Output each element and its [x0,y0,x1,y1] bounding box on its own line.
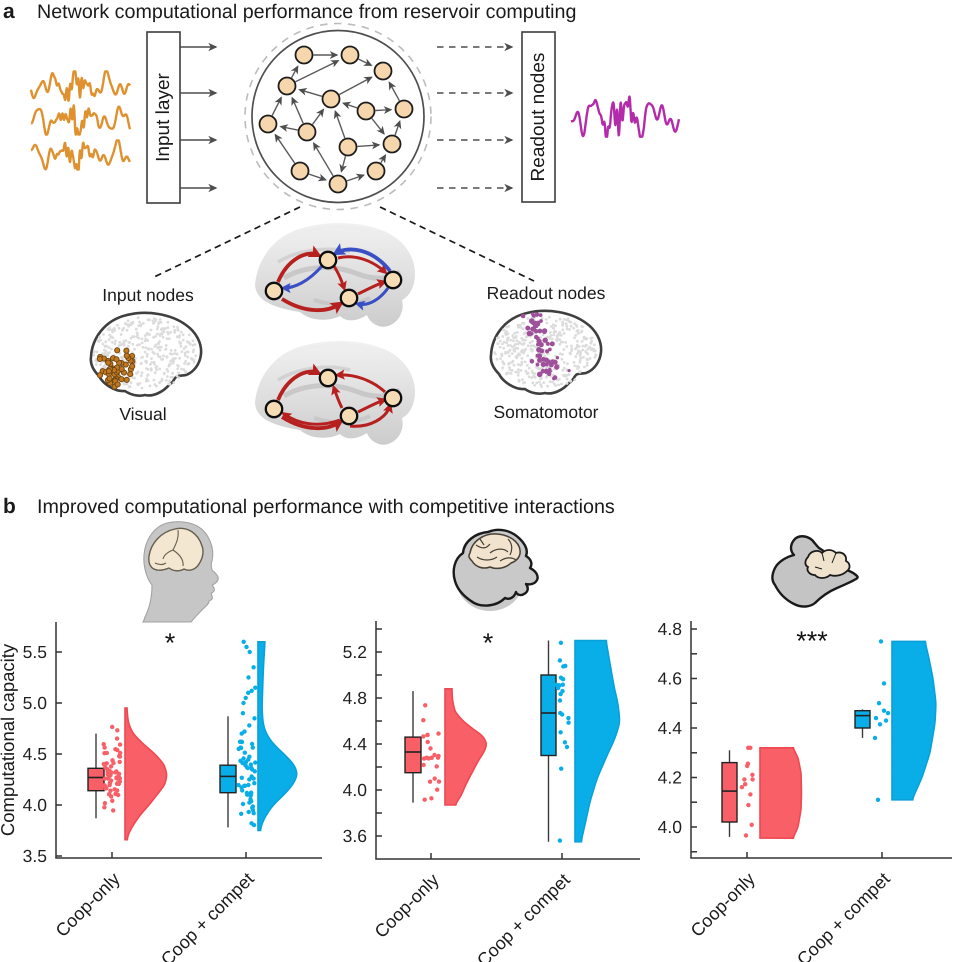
svg-text:Readout nodes: Readout nodes [487,283,606,303]
svg-text:4.4: 4.4 [343,734,368,754]
svg-text:3.5: 3.5 [23,846,47,866]
svg-text:Computational capacity: Computational capacity [0,643,18,836]
svg-text:***: *** [796,626,828,656]
svg-text:4.4: 4.4 [658,718,683,738]
svg-text:Input layer: Input layer [153,72,174,161]
svg-text:5.2: 5.2 [343,642,367,662]
svg-text:Coop + compet: Coop + compet [473,870,574,962]
svg-text:Coop + compet: Coop + compet [793,869,894,962]
svg-text:Coop-only: Coop-only [52,869,124,941]
svg-text:5.0: 5.0 [23,693,48,713]
svg-text:3.6: 3.6 [343,826,367,846]
svg-text:4.0: 4.0 [658,817,683,837]
svg-text:Input nodes: Input nodes [102,285,194,305]
svg-text:4.6: 4.6 [658,669,682,689]
svg-text:4.5: 4.5 [23,744,47,764]
svg-text:Somatomotor: Somatomotor [493,402,598,422]
svg-text:Coop + compet: Coop + compet [157,869,258,962]
svg-text:4.0: 4.0 [23,795,48,815]
svg-text:Network computational performa: Network computational performance from r… [37,1,576,23]
svg-text:*: * [165,628,176,658]
svg-text:Visual: Visual [119,404,166,424]
svg-text:Readout nodes: Readout nodes [528,53,549,182]
svg-text:Coop-only: Coop-only [687,869,759,941]
svg-text:4.2: 4.2 [658,768,682,788]
svg-text:*: * [483,628,494,658]
svg-text:4.8: 4.8 [658,619,682,639]
svg-text:Coop-only: Coop-only [371,870,443,942]
svg-text:5.5: 5.5 [23,642,47,662]
svg-text:4.8: 4.8 [343,688,367,708]
svg-text:Improved computational perform: Improved computational performance with … [37,496,615,518]
svg-text:4.0: 4.0 [343,780,368,800]
svg-text:a: a [3,0,15,23]
svg-text:b: b [3,495,16,518]
